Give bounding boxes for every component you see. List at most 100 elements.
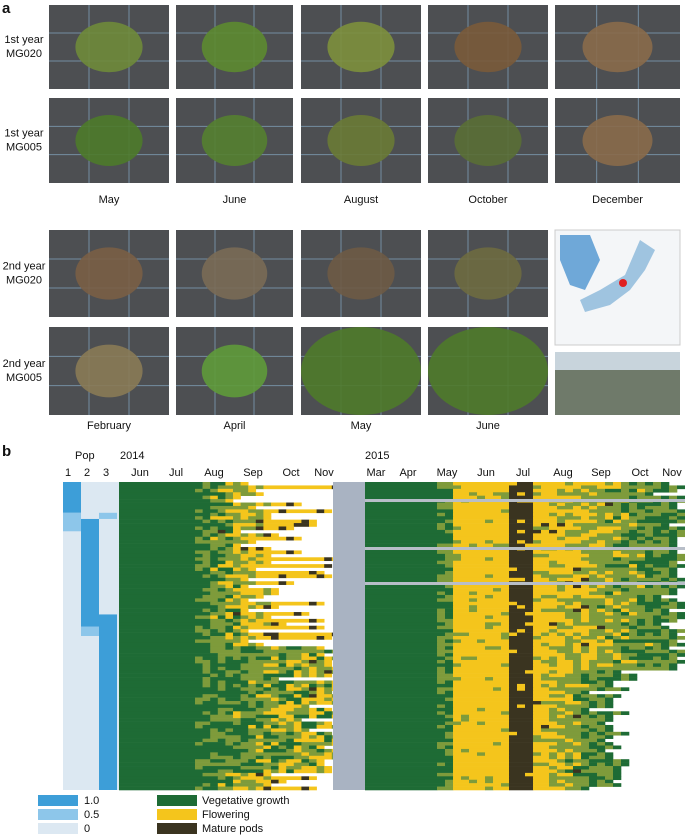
heat-cell bbox=[233, 536, 241, 541]
heat-cell bbox=[365, 526, 438, 531]
heat-cell bbox=[240, 755, 257, 760]
heat-cell bbox=[477, 707, 486, 712]
heat-cell bbox=[271, 755, 295, 760]
heat-cell bbox=[509, 529, 518, 534]
heat-cell bbox=[533, 594, 542, 599]
heat-cell bbox=[677, 533, 685, 538]
heat-cell bbox=[629, 608, 646, 613]
heat-cell bbox=[324, 683, 333, 688]
heat-cell bbox=[255, 779, 272, 784]
heat-cell bbox=[573, 721, 582, 726]
pop-column-label: 2 bbox=[84, 467, 90, 479]
heat-cell bbox=[509, 523, 534, 527]
heat-cell bbox=[509, 636, 534, 640]
heat-cell bbox=[263, 612, 295, 616]
heat-cell bbox=[501, 728, 510, 733]
heat-cell bbox=[263, 783, 272, 787]
heat-cell bbox=[365, 735, 446, 739]
heat-cell bbox=[271, 745, 279, 750]
heat-cell bbox=[309, 755, 333, 760]
heat-cell bbox=[293, 762, 310, 767]
photos bbox=[49, 5, 681, 415]
heat-cell bbox=[119, 742, 196, 746]
heat-cell bbox=[645, 584, 654, 589]
heat-cell bbox=[469, 748, 510, 753]
heat-cell bbox=[225, 543, 234, 548]
heat-cell bbox=[301, 752, 310, 757]
heat-cell bbox=[255, 574, 279, 579]
heat-cell bbox=[293, 728, 302, 733]
heat-cell bbox=[210, 557, 219, 562]
heat-cell bbox=[293, 690, 310, 695]
month-label: Jul bbox=[169, 467, 183, 479]
heat-cell bbox=[248, 694, 257, 698]
heat-cell bbox=[565, 786, 582, 791]
heat-cell bbox=[597, 564, 606, 568]
heat-cell bbox=[119, 772, 203, 777]
heat-cell bbox=[240, 564, 325, 568]
heat-cell bbox=[533, 505, 558, 510]
heat-cell bbox=[225, 533, 241, 538]
heat-cell bbox=[581, 762, 590, 767]
heat-cell bbox=[645, 482, 654, 486]
heat-cell bbox=[365, 567, 454, 572]
heat-cell bbox=[301, 666, 310, 671]
heat-cell bbox=[653, 553, 662, 558]
heat-cell bbox=[581, 653, 598, 657]
missing-row bbox=[365, 499, 685, 502]
heat-cell bbox=[669, 564, 678, 568]
heat-cell bbox=[533, 512, 550, 517]
heat-cell bbox=[597, 704, 606, 709]
heat-cell bbox=[557, 605, 566, 609]
heat-cell bbox=[509, 605, 518, 609]
heat-cell bbox=[597, 670, 606, 674]
heat-cell bbox=[557, 759, 566, 763]
heat-cell bbox=[565, 752, 574, 757]
heat-cell bbox=[453, 584, 510, 589]
plant bbox=[201, 344, 268, 398]
heat-cell bbox=[210, 666, 219, 671]
heat-cell bbox=[637, 601, 670, 606]
heat-cell bbox=[217, 666, 226, 671]
heat-cell bbox=[453, 731, 518, 736]
heat-cell bbox=[365, 564, 446, 568]
heat-cell bbox=[581, 690, 590, 695]
heat-cell bbox=[119, 738, 203, 743]
heat-cell bbox=[445, 632, 470, 637]
heat-cell bbox=[453, 673, 510, 678]
heat-cell bbox=[195, 639, 241, 644]
heat-cell bbox=[589, 759, 614, 763]
heat-cell bbox=[365, 505, 438, 510]
heat-cell bbox=[278, 687, 287, 692]
heat-cell bbox=[225, 612, 234, 616]
heat-cell bbox=[271, 656, 279, 661]
heat-cell bbox=[316, 735, 325, 739]
heat-cell bbox=[541, 642, 550, 647]
heat-cell bbox=[445, 752, 454, 757]
heat-cell bbox=[271, 533, 279, 538]
heat-cell bbox=[240, 547, 249, 551]
heat-cell bbox=[278, 721, 287, 726]
heat-cell bbox=[365, 718, 454, 722]
heat-cell bbox=[301, 670, 310, 674]
heat-cell bbox=[565, 694, 574, 698]
heat-cell bbox=[445, 553, 462, 558]
heat-cell bbox=[240, 502, 257, 507]
plant bbox=[327, 115, 395, 166]
month-label: Nov bbox=[314, 467, 334, 479]
heat-cell bbox=[195, 526, 203, 531]
heat-cell bbox=[119, 547, 211, 551]
heat-cell bbox=[286, 663, 295, 668]
heat-cell bbox=[119, 690, 249, 695]
heat-cell bbox=[445, 779, 454, 784]
heat-cell bbox=[485, 752, 510, 757]
heat-cell bbox=[493, 687, 502, 692]
heat-cell bbox=[541, 701, 566, 705]
heat-cell bbox=[605, 564, 630, 568]
heat-cell bbox=[557, 488, 566, 493]
heat-cell bbox=[477, 721, 486, 726]
heat-cell bbox=[240, 612, 257, 616]
heat-cell bbox=[217, 526, 234, 531]
heat-cell bbox=[613, 649, 622, 654]
heat-cell bbox=[445, 523, 454, 527]
